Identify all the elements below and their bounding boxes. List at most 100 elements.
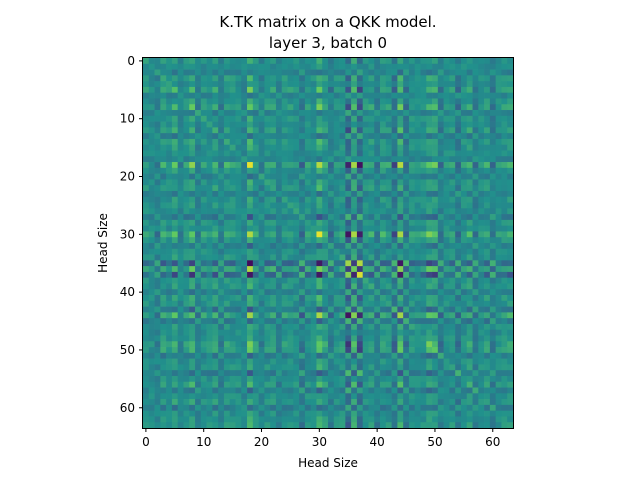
heatmap-cell [374,179,381,186]
heatmap-cell [374,271,381,279]
heatmap-cell [316,312,323,319]
heatmap-cell [281,300,288,307]
heatmap-cell [414,138,421,146]
heatmap-cell [437,243,444,250]
heatmap-cell [356,381,364,388]
heatmap-cell [304,254,312,261]
heatmap-cell [287,92,294,99]
heatmap-cell [258,104,265,111]
heatmap-cell [328,300,335,307]
heatmap-cell [328,277,335,284]
heatmap-cell [200,352,207,359]
heatmap-cell [160,92,167,99]
heatmap-cell [345,404,352,412]
heatmap-cell [287,190,294,198]
heatmap-cell [374,144,381,151]
heatmap-cell [414,393,421,400]
heatmap-cell [316,266,323,273]
heatmap-cell [374,190,381,198]
heatmap-cell [472,219,479,227]
heatmap-cell [368,399,375,406]
heatmap-cell [235,81,242,88]
heatmap-cell [414,266,421,273]
heatmap-cell [460,422,468,429]
heatmap-cell [437,237,444,244]
heatmap-cell [160,75,167,82]
heatmap-cell [391,300,398,307]
heatmap-cell [489,399,497,406]
heatmap-cell [247,364,254,371]
heatmap-cell [183,329,190,336]
heatmap-cell [171,190,179,198]
heatmap-cell [501,121,508,128]
heatmap-cell [195,92,202,99]
heatmap-cell [478,162,485,169]
heatmap-cell [397,260,404,267]
heatmap-cell [507,370,514,377]
heatmap-cell [408,86,416,94]
heatmap-cell [218,289,225,296]
heatmap-cell [206,335,213,342]
heatmap-cell [478,254,485,261]
heatmap-cell [322,243,329,250]
heatmap-cell [489,237,497,244]
heatmap-cell [449,144,456,151]
heatmap-cell [478,266,485,273]
heatmap-cell [218,225,225,232]
heatmap-cell [212,295,219,302]
heatmap-cell [466,81,473,88]
heatmap-cell [420,300,427,307]
heatmap-cell [426,347,433,354]
heatmap-cell [322,410,329,417]
heatmap-cell [310,422,317,429]
x-axis-label: Head Size [298,456,358,470]
heatmap-cell [316,248,323,255]
heatmap-cell [229,266,236,273]
heatmap-cell [160,277,167,284]
heatmap-cell [328,98,335,105]
heatmap-cell [437,144,444,151]
heatmap-cell [166,138,173,146]
heatmap-cell [183,202,190,209]
heatmap-cell [495,381,502,388]
heatmap-cell [339,69,346,76]
heatmap-cell [455,231,462,238]
heatmap-cell [195,190,202,198]
heatmap-cell [391,115,398,122]
heatmap-cell [212,254,219,261]
heatmap-cell [362,237,369,244]
heatmap-cell [472,393,479,400]
heatmap-cell [339,375,346,383]
heatmap-cell [368,121,375,128]
heatmap-cell [495,323,502,331]
heatmap-cell [304,352,312,359]
heatmap-cell [432,110,439,117]
heatmap-cell [160,370,167,377]
heatmap-cell [333,225,340,232]
heatmap-cell [437,260,444,267]
heatmap-cell [264,63,271,70]
heatmap-cell [455,254,462,261]
heatmap-cell [148,190,155,198]
heatmap-cell [258,295,265,302]
heatmap-cell [160,115,167,122]
heatmap-cell [270,237,277,244]
heatmap-cell [374,277,381,284]
heatmap-cell [281,358,288,365]
heatmap-cell [362,393,369,400]
heatmap-cell [368,202,375,209]
heatmap-cell [195,381,202,388]
heatmap-cell [507,202,514,209]
heatmap-cell [247,283,254,290]
heatmap-cell [299,190,306,198]
heatmap-cell [368,329,375,336]
heatmap-cell [258,375,265,383]
heatmap-cell [166,225,173,232]
heatmap-cell [223,127,231,134]
heatmap-cell [403,352,410,359]
heatmap-cell [484,167,491,174]
heatmap-cell [420,289,427,296]
heatmap-cell [362,144,369,151]
heatmap-cell [443,260,450,267]
heatmap-cell [484,231,491,238]
